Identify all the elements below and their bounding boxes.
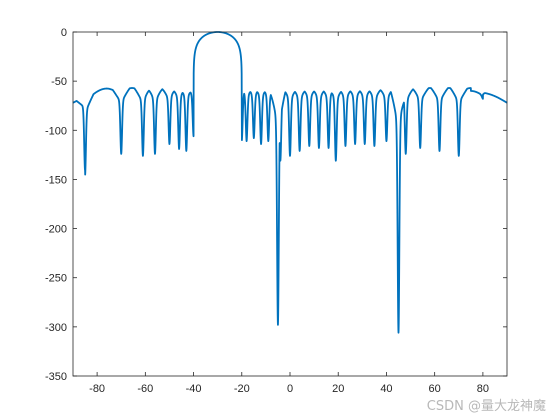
x-tick-label: -60 [137,383,153,395]
y-tick-label: -200 [45,224,67,236]
x-tick-label: 0 [287,383,293,395]
series-line [72,31,508,334]
y-tick-label: 0 [61,27,67,39]
y-tick-label: -50 [51,76,67,88]
plot-area-background [73,32,507,376]
x-tick-label: 80 [477,383,489,395]
y-tick-label: -250 [45,273,67,285]
y-tick-label: -100 [45,125,67,137]
x-tick-label: -80 [89,383,105,395]
x-tick-label: 60 [429,383,441,395]
watermark: CSDN @量大龙神魔 [426,399,546,414]
x-axis-ticks: -80 -60 -40 -20 0 20 40 60 80 [89,32,489,395]
x-tick-label: -40 [186,383,202,395]
y-axis-ticks: 0 -50 -100 -150 -200 -250 -300 -350 [45,27,507,383]
x-tick-label: 20 [332,383,344,395]
axes-box [72,31,508,377]
y-tick-label: -350 [45,371,67,383]
y-tick-label: -150 [45,174,67,186]
y-tick-label: -300 [45,322,67,334]
x-tick-label: -20 [234,383,250,395]
x-tick-label: 40 [380,383,392,395]
